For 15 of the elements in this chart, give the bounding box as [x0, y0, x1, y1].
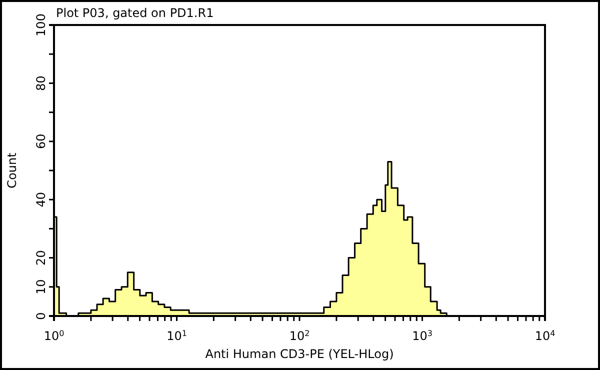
y-tick-label: 60 [34, 134, 48, 150]
y-tick-label: 100 [34, 14, 48, 36]
x-tick-label: 10$^{0}$ [44, 328, 64, 343]
y-tick-label: 80 [34, 76, 48, 91]
y-tick-label: 40 [34, 192, 48, 208]
x-tick-label: 10$^{1}$ [166, 328, 187, 343]
y-tick-label: 20 [34, 250, 48, 266]
x-tick-label: 10$^{3}$ [412, 328, 432, 343]
x-tick-label: 10$^{4}$ [534, 328, 556, 343]
y-tick-label: 0 [34, 312, 48, 320]
y-tick-label: 10 [34, 279, 48, 295]
y-axis-title: Count [5, 152, 19, 188]
x-axis-title: Anti Human CD3-PE (YEL-HLog) [205, 347, 394, 361]
chart-title: Plot P03, gated on PD1.R1 [56, 6, 214, 20]
x-tick-label: 10$^{2}$ [289, 328, 310, 343]
